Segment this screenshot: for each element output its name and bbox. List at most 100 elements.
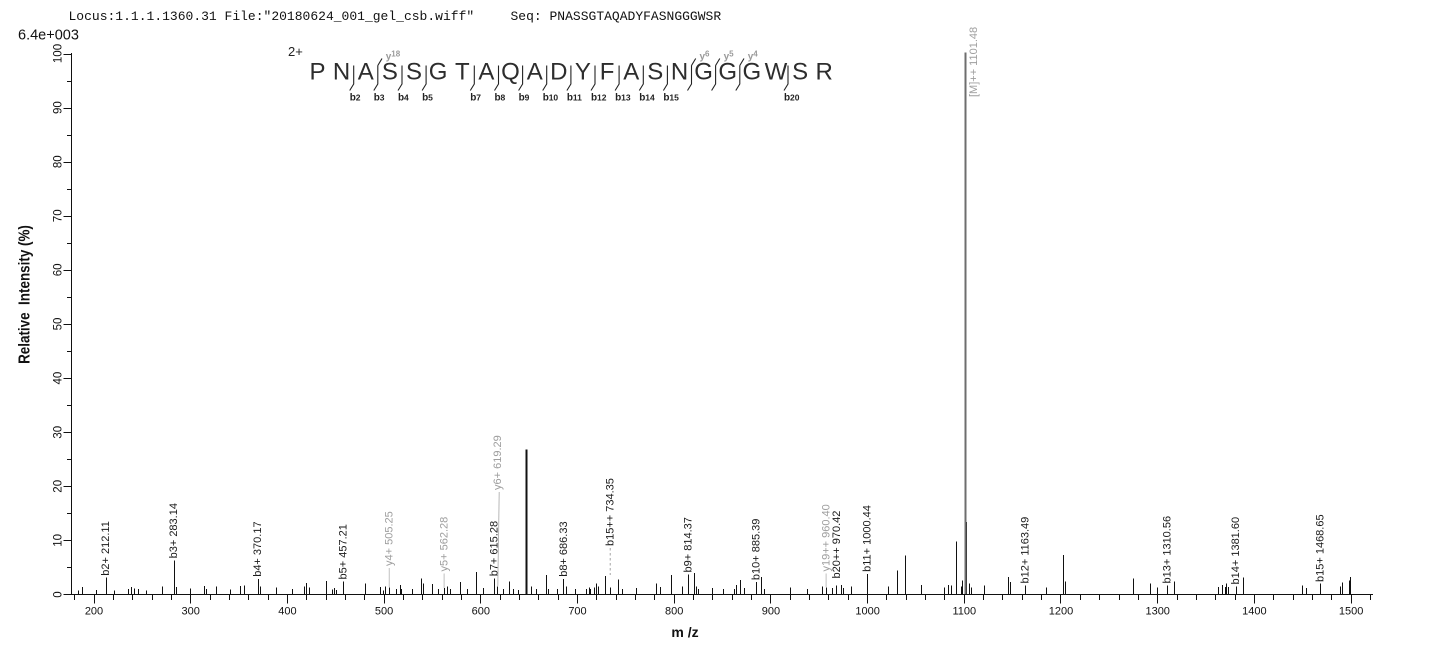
svg-text:500: 500	[375, 606, 393, 618]
svg-text:5: 5	[729, 50, 734, 59]
svg-text:13: 13	[621, 93, 631, 103]
svg-text:200: 200	[85, 606, 103, 618]
svg-text:y6+ 619.29: y6+ 619.29	[492, 435, 504, 490]
svg-text:P: P	[309, 59, 325, 86]
svg-text:800: 800	[665, 606, 683, 618]
svg-text:R: R	[816, 59, 833, 86]
svg-text:F: F	[600, 59, 615, 86]
svg-text:b15++ 734.35: b15++ 734.35	[604, 478, 616, 546]
svg-text:b: b	[663, 93, 669, 104]
svg-text:700: 700	[568, 606, 586, 618]
svg-text:1000: 1000	[855, 606, 879, 618]
svg-text:b: b	[543, 93, 549, 104]
svg-text:A: A	[623, 59, 639, 86]
svg-text:y: y	[700, 52, 706, 63]
svg-text:9: 9	[525, 93, 530, 103]
svg-text:S: S	[382, 59, 398, 86]
svg-text:8: 8	[501, 93, 506, 103]
svg-text:b: b	[470, 93, 476, 104]
svg-text:N: N	[671, 59, 688, 86]
svg-text:b8+ 686.33: b8+ 686.33	[558, 521, 570, 576]
svg-text:Locus:1.1.1.1360.31 File:"2018: Locus:1.1.1.1360.31 File:"20180624_001_g…	[69, 9, 475, 24]
svg-text:y4+ 505.25: y4+ 505.25	[383, 511, 395, 566]
svg-text:b3+ 283.14: b3+ 283.14	[168, 503, 180, 558]
svg-text:11: 11	[573, 93, 582, 103]
svg-text:y: y	[748, 52, 754, 63]
svg-text:b: b	[591, 93, 597, 104]
svg-text:60: 60	[53, 264, 65, 277]
svg-text:A: A	[527, 59, 543, 86]
svg-text:1400: 1400	[1242, 606, 1266, 618]
svg-text:100: 100	[53, 44, 65, 63]
svg-text:A: A	[358, 59, 374, 86]
svg-text:b: b	[422, 93, 428, 104]
svg-text:S: S	[792, 59, 808, 86]
svg-text:300: 300	[182, 606, 200, 618]
svg-text:Seq: PNASSGTAQADYFASNGGGWSR: Seq: PNASSGTAQADYFASNGGGWSR	[511, 9, 722, 24]
svg-text:18: 18	[391, 50, 400, 59]
svg-text:b: b	[639, 93, 645, 104]
svg-text:W: W	[765, 59, 788, 86]
svg-text:b: b	[350, 93, 356, 104]
svg-text:50: 50	[53, 318, 65, 331]
svg-text:900: 900	[762, 606, 780, 618]
svg-text:6.4e+003: 6.4e+003	[18, 28, 79, 44]
svg-text:4: 4	[753, 50, 758, 59]
svg-text:15: 15	[669, 93, 679, 103]
svg-text:b20++ 970.42: b20++ 970.42	[831, 511, 843, 579]
svg-text:b2+ 212.11: b2+ 212.11	[100, 521, 112, 576]
svg-text:b10+ 885.39: b10+ 885.39	[750, 519, 762, 580]
svg-text:b: b	[374, 93, 380, 104]
svg-text:2: 2	[356, 93, 361, 103]
svg-text:D: D	[550, 59, 567, 86]
svg-text:S: S	[647, 59, 663, 86]
svg-text:70: 70	[53, 209, 65, 222]
svg-text:Y: Y	[575, 59, 591, 86]
svg-text:y: y	[724, 52, 730, 63]
svg-text:b: b	[519, 93, 525, 104]
svg-text:14: 14	[645, 93, 655, 103]
svg-text:Q: Q	[501, 59, 520, 86]
svg-text:G: G	[742, 59, 761, 86]
svg-text:b5+ 457.21: b5+ 457.21	[338, 524, 350, 579]
svg-text:12: 12	[597, 93, 607, 103]
svg-text:40: 40	[53, 372, 65, 385]
svg-text:7: 7	[476, 93, 481, 103]
svg-text:b: b	[398, 93, 404, 104]
svg-text:1500: 1500	[1339, 606, 1363, 618]
svg-text:1300: 1300	[1145, 606, 1169, 618]
svg-text:A: A	[478, 59, 494, 86]
svg-text:80: 80	[53, 155, 65, 168]
svg-text:b7+ 615.28: b7+ 615.28	[489, 521, 501, 576]
svg-text:N: N	[333, 59, 350, 86]
svg-text:G: G	[718, 59, 737, 86]
svg-text:b: b	[615, 93, 621, 104]
svg-text:20: 20	[53, 480, 65, 493]
svg-text:Relative Intensity (%): Relative Intensity (%)	[17, 225, 34, 364]
svg-text:G: G	[429, 59, 448, 86]
svg-text:[M]++ 1101.48: [M]++ 1101.48	[968, 27, 980, 97]
svg-text:b4+ 370.17: b4+ 370.17	[252, 521, 264, 576]
svg-text:1100: 1100	[952, 606, 976, 618]
svg-text:5: 5	[428, 93, 433, 103]
svg-text:10: 10	[549, 93, 559, 103]
svg-text:b11+ 1000.44: b11+ 1000.44	[861, 505, 873, 572]
svg-text:b: b	[567, 93, 573, 104]
svg-text:y19++ 960.40: y19++ 960.40	[820, 504, 832, 571]
svg-text:b9+ 814.37: b9+ 814.37	[683, 517, 695, 572]
svg-text:b12+ 1163.49: b12+ 1163.49	[1020, 517, 1032, 584]
svg-text:20: 20	[790, 93, 800, 103]
svg-text:600: 600	[472, 606, 490, 618]
svg-text:0: 0	[53, 591, 65, 597]
svg-text:y: y	[386, 52, 392, 63]
svg-text:1200: 1200	[1049, 606, 1073, 618]
svg-text:b14+ 1381.60: b14+ 1381.60	[1230, 517, 1242, 585]
svg-text:6: 6	[705, 50, 710, 59]
svg-text:4: 4	[404, 93, 409, 103]
svg-text:b: b	[495, 93, 501, 104]
svg-text:b15+ 1468.65: b15+ 1468.65	[1314, 514, 1326, 582]
svg-text:T: T	[455, 59, 470, 86]
svg-text:S: S	[406, 59, 422, 86]
svg-text:400: 400	[278, 606, 296, 618]
svg-text:3: 3	[380, 93, 385, 103]
